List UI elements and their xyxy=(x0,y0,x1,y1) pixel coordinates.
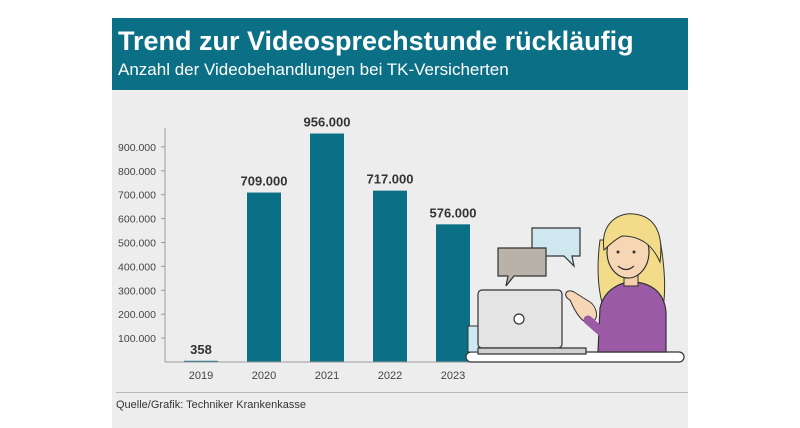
y-tick-label: 300.000 xyxy=(118,285,156,297)
x-tick-label: 2022 xyxy=(378,370,402,382)
x-tick-label: 2023 xyxy=(441,370,465,382)
bar-value-label: 709.000 xyxy=(241,174,288,189)
y-tick-label: 200.000 xyxy=(118,309,156,321)
y-tick-label: 500.000 xyxy=(118,238,156,250)
bar-2021 xyxy=(310,133,344,362)
y-tick-label: 800.000 xyxy=(118,166,156,178)
bar-value-label: 956.000 xyxy=(304,115,351,130)
bar-2020 xyxy=(247,192,281,362)
bar-value-label: 358 xyxy=(190,342,212,357)
header-banner xyxy=(112,18,688,90)
chart-subtitle: Anzahl der Videobehandlungen bei TK-Vers… xyxy=(118,60,509,79)
source-divider xyxy=(116,392,688,393)
x-tick-label: 2019 xyxy=(189,370,213,382)
y-axis: 100.000 200.000 300.000 400.000 500.000 600.0… xyxy=(118,128,166,362)
bar-2019 xyxy=(184,360,218,362)
y-tick-label: 600.000 xyxy=(118,214,156,226)
chart-title: Trend zur Videosprechstunde rückläufig xyxy=(118,26,634,56)
bar-value-label: 717.000 xyxy=(367,172,414,187)
bar-2023 xyxy=(436,224,470,362)
y-tick-label: 400.000 xyxy=(118,261,156,273)
bar-value-label: 576.000 xyxy=(430,205,477,220)
y-tick-label: 900.000 xyxy=(118,142,156,154)
y-tick-label: 700.000 xyxy=(118,190,156,202)
x-axis: 2019 2020 2021 2022 2023 xyxy=(165,361,470,382)
woman-video-call-illustration xyxy=(465,213,685,363)
x-tick-label: 2020 xyxy=(252,370,276,382)
source-note: Quelle/Grafik: Techniker Krankenkasse xyxy=(116,399,306,411)
bars: 358 709.000 956.000 717.000 576.000 xyxy=(184,115,477,362)
x-tick-label: 2021 xyxy=(315,370,339,382)
y-tick-label: 100.000 xyxy=(118,333,156,345)
bar-2022 xyxy=(373,190,407,362)
